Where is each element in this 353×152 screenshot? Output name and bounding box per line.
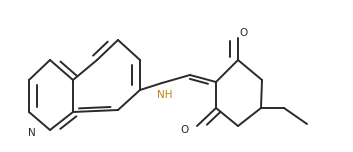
Text: O: O xyxy=(239,28,247,38)
Text: O: O xyxy=(181,125,189,135)
Text: N: N xyxy=(28,128,36,138)
Text: NH: NH xyxy=(157,90,173,100)
